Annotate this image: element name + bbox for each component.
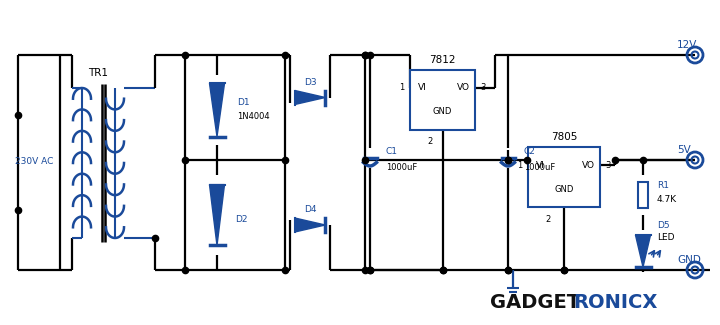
Text: 2: 2 [428, 137, 433, 147]
Bar [528, 147, 600, 207]
Text: D3: D3 [304, 78, 316, 87]
Text: TR1: TR1 [88, 68, 108, 78]
Text: VO: VO [582, 161, 595, 170]
Polygon shape [636, 235, 650, 267]
Text: GND: GND [554, 185, 574, 193]
Polygon shape [294, 90, 325, 105]
Text: VI: VI [536, 161, 544, 170]
Polygon shape [210, 185, 225, 245]
Text: VI: VI [418, 84, 426, 93]
Text: 12V: 12V [677, 40, 698, 50]
Text: GND: GND [677, 255, 701, 265]
Polygon shape [294, 218, 325, 232]
Text: 1N4004: 1N4004 [237, 112, 269, 121]
Text: 1: 1 [400, 84, 405, 93]
Text: 230V AC: 230V AC [15, 158, 53, 166]
Text: D4: D4 [304, 205, 316, 214]
Text: 2: 2 [545, 214, 551, 224]
Text: GND: GND [433, 108, 452, 116]
Bar [638, 182, 648, 208]
Text: 3: 3 [606, 161, 611, 170]
Text: C2: C2 [524, 148, 536, 157]
Text: C1: C1 [386, 148, 398, 157]
Text: 1: 1 [518, 161, 523, 170]
Text: 5V: 5V [677, 145, 690, 155]
Text: 1000uF: 1000uF [524, 163, 555, 173]
Text: 3: 3 [480, 84, 486, 93]
Text: LED: LED [657, 233, 675, 242]
Text: RONICX: RONICX [573, 292, 657, 311]
Text: 4.7K: 4.7K [657, 196, 677, 204]
Text: 1000uF: 1000uF [386, 163, 418, 173]
Text: D5: D5 [657, 220, 670, 229]
Text: 7812: 7812 [429, 55, 456, 65]
Text: D2: D2 [235, 215, 248, 225]
Text: R1: R1 [657, 180, 669, 189]
Text: VO: VO [456, 84, 469, 93]
Bar [410, 70, 475, 130]
Polygon shape [210, 84, 225, 136]
Text: D1: D1 [237, 98, 250, 107]
Text: GADGET: GADGET [490, 292, 580, 311]
Text: 7805: 7805 [551, 132, 577, 142]
